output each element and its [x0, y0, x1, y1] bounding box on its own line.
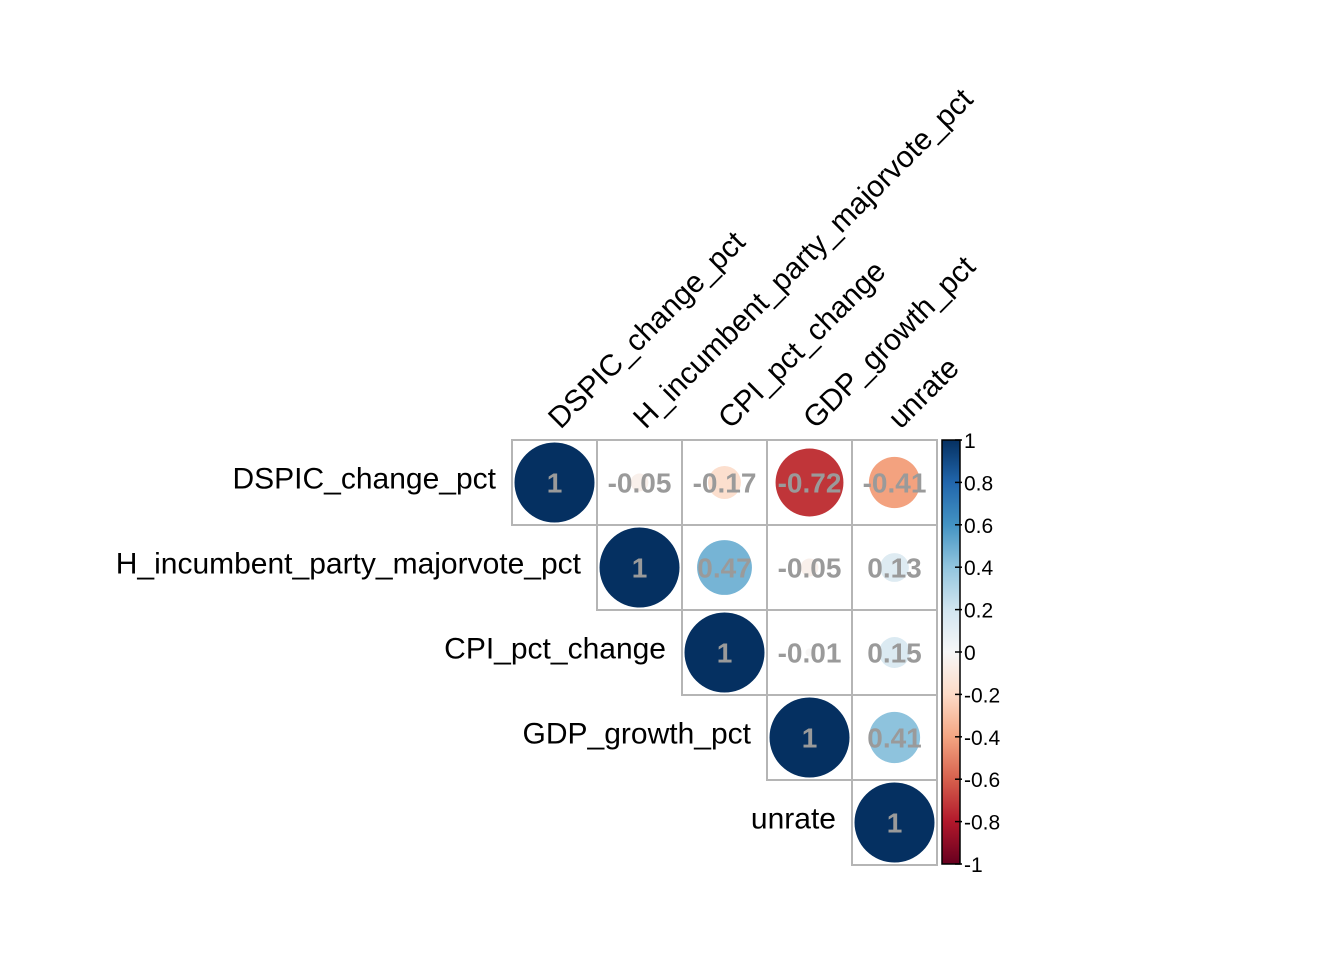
correlation-circle [697, 540, 752, 595]
color-legend-tick-label: -0.2 [964, 684, 1000, 707]
correlation-circle [630, 473, 649, 492]
correlation-value: -0.05 [778, 553, 842, 584]
correlation-circle [868, 711, 921, 764]
correlation-value: 0.41 [867, 723, 922, 754]
correlation-value: -0.01 [778, 638, 842, 669]
correlation-circle [800, 558, 819, 577]
correlation-value: -0.72 [778, 468, 842, 499]
color-legend-tick-label: 0.6 [964, 515, 993, 538]
row-label: CPI_pct_change [444, 633, 666, 666]
color-legend-tick-label: -0.6 [964, 769, 1000, 792]
row-labels: DSPIC_change_pct H_incumbent_party_majorv… [116, 463, 836, 836]
correlation-value: 0.15 [867, 638, 922, 669]
color-legend-tick-label: -1 [964, 854, 983, 877]
correlation-circle [880, 553, 909, 582]
matrix-cell [851, 779, 938, 866]
row-label: unrate [751, 803, 836, 836]
correlation-value: 1 [717, 638, 733, 669]
row-label: GDP_growth_pct [523, 718, 752, 751]
correlation-value: -0.41 [863, 468, 927, 499]
correlation-circle [769, 697, 850, 778]
correlation-circle [879, 637, 910, 668]
row-label: H_incumbent_party_majorvote_pct [116, 548, 582, 581]
correlation-circle [599, 527, 680, 608]
color-legend-tick-label: 1 [964, 430, 976, 453]
color-legend-ticks: 1 0.8 0.6 0.4 0.2 0 -0.2 -0.4 -0.6 -0.8 -1 [955, 430, 1001, 877]
correlation-value: 0.13 [867, 553, 922, 584]
correlation-value: 1 [802, 723, 818, 754]
correlation-circle [708, 466, 741, 499]
color-legend-tick-label: 0.8 [964, 472, 993, 495]
color-legend-tick-label: 0.2 [964, 600, 993, 623]
row-label: DSPIC_change_pct [233, 463, 497, 496]
correlation-value: 1 [547, 468, 563, 499]
correlation-value: 1 [887, 808, 903, 839]
column-label: unrate [882, 351, 965, 434]
correlation-value: -0.05 [608, 468, 672, 499]
correlation-circle [775, 448, 844, 517]
correlation-circle [805, 648, 814, 657]
correlation-circle [854, 782, 935, 863]
color-legend-bar [942, 440, 960, 864]
color-legend: 1 0.8 0.6 0.4 0.2 0 -0.2 -0.4 -0.6 -0.8 -1 [941, 430, 1001, 877]
correlation-value: 0.47 [697, 553, 752, 584]
color-legend-tick-label: 0 [964, 642, 976, 665]
color-legend-tick-label: -0.4 [964, 727, 1001, 750]
correlation-cells: 1 -0.05 -0.17 -0.72 -0.41 1 0.47 -0.05 0.13 1 -0.0… [511, 439, 938, 866]
color-legend-tick-label: -0.8 [964, 812, 1000, 835]
correlation-circle [868, 456, 921, 509]
column-labels: DSPIC_change_pctH_incumbent_party_majorv… [542, 82, 982, 435]
correlation-circle [514, 442, 595, 523]
color-legend-tick-label: 0.4 [964, 557, 994, 580]
correlation-circle [684, 612, 765, 693]
correlation-value: 1 [632, 553, 648, 584]
correlation-value: -0.17 [693, 468, 757, 499]
